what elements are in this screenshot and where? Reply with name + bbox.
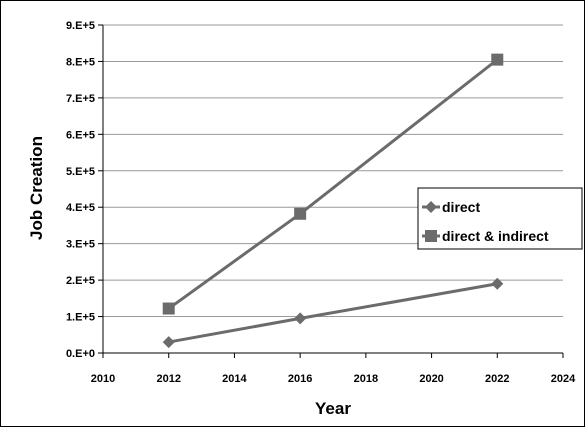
y-tick-label: 4.E+5	[66, 202, 95, 214]
data-point-direct	[491, 277, 504, 290]
x-axis-title: Year	[315, 399, 351, 418]
series-lines	[162, 53, 504, 349]
legend: direct direct & indirect	[417, 187, 583, 250]
data-point-direct	[162, 336, 175, 349]
series-line-direct-indirect	[167, 58, 499, 310]
legend-square-icon	[425, 230, 437, 242]
x-tick-label: 2014	[222, 373, 247, 385]
legend-label-direct: direct	[442, 199, 480, 215]
y-tick-label: 7.E+5	[66, 93, 95, 105]
x-tick-label: 2022	[485, 373, 509, 385]
legend-box	[417, 187, 583, 250]
data-point-direct-indirect	[491, 53, 504, 66]
y-tick-label: 5.E+5	[66, 166, 95, 178]
y-tick-label: 0.E+0	[66, 348, 95, 360]
x-tick-label: 2016	[288, 373, 312, 385]
legend-label-direct-indirect: direct & indirect	[442, 228, 549, 244]
gridlines	[103, 24, 563, 318]
data-point-direct	[294, 312, 307, 325]
y-axis-title: Job Creation	[27, 136, 46, 240]
x-tick-label: 2020	[419, 373, 443, 385]
y-tick-label: 9.E+5	[66, 20, 95, 32]
x-tick-label: 2024	[551, 373, 576, 385]
data-point-direct-indirect	[294, 207, 307, 220]
y-tick-label: 8.E+5	[66, 56, 95, 68]
y-tick-label: 6.E+5	[66, 129, 95, 141]
legend-diamond-icon	[425, 201, 437, 213]
y-tick-labels: 0.E+0 1.E+5 2.E+5 3.E+5 4.E+5 5.E+5 6.E+5 7.E+5…	[66, 20, 95, 360]
series-line-direct	[168, 282, 498, 344]
x-tick-labels: 2010 2012 2014 2016 2018 2020 2022 2024	[91, 373, 576, 385]
axes	[98, 24, 564, 358]
y-tick-label: 2.E+5	[66, 275, 95, 287]
x-tick-label: 2012	[156, 373, 180, 385]
data-point-direct-indirect	[162, 302, 175, 315]
x-tick-label: 2010	[91, 373, 115, 385]
y-tick-label: 3.E+5	[66, 239, 95, 251]
x-tick-label: 2018	[354, 373, 378, 385]
y-tick-label: 1.E+5	[66, 312, 95, 324]
